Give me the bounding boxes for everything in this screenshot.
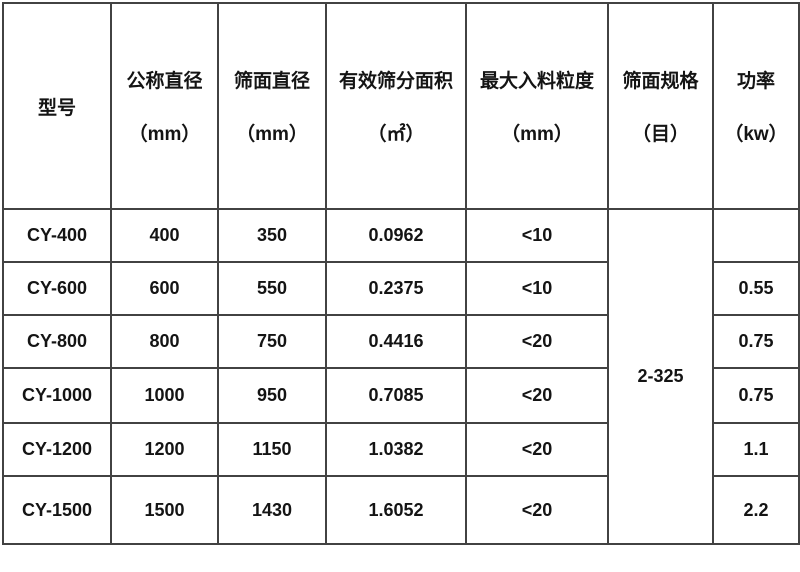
col-header-label: 公称直径 [126,71,203,92]
cell-max-feed-size: <10 [465,261,609,316]
cell-model: CY-1500 [2,475,112,545]
cell-model: CY-400 [2,208,112,263]
col-header-label: 有效筛分面积 [338,71,453,92]
cell-model: CY-800 [2,314,112,369]
cell-power [712,208,800,263]
cell-power: 2.2 [712,475,800,545]
cell-screen-diameter: 1430 [217,475,327,545]
table-row: CY-1500 1500 1430 1.6052 <20 2.2 [2,475,800,545]
table-row: CY-1000 1000 950 0.7085 <20 0.75 [2,367,800,424]
cell-effective-area: 0.7085 [325,367,467,424]
cell-max-feed-size: <20 [465,422,609,477]
col-header-unit: （mm） [501,124,573,145]
col-header-screen-spec: 筛面规格 （目） [607,2,714,210]
col-header-max-feed-size: 最大入料粒度 （mm） [465,2,609,210]
cell-effective-area: 1.0382 [325,422,467,477]
cell-nominal-diameter: 400 [110,208,219,263]
cell-screen-diameter: 750 [217,314,327,369]
cell-screen-diameter: 950 [217,367,327,424]
col-header-screen-diameter: 筛面直径 （mm） [217,2,327,210]
cell-max-feed-size: <20 [465,314,609,369]
cell-nominal-diameter: 800 [110,314,219,369]
cell-power: 0.75 [712,367,800,424]
cell-nominal-diameter: 1000 [110,367,219,424]
cell-screen-diameter: 550 [217,261,327,316]
header-row: 型号 公称直径 （mm） 筛面直径 （mm） 有效筛分面积 （㎡） 最大入料粒度… [2,2,800,210]
cell-nominal-diameter: 600 [110,261,219,316]
table-row: CY-600 600 550 0.2375 <10 0.55 [2,261,800,316]
cell-model: CY-1000 [2,367,112,424]
cell-max-feed-size: <10 [465,208,609,263]
cell-power: 1.1 [712,422,800,477]
col-header-unit: （目） [631,124,689,145]
cell-effective-area: 1.6052 [325,475,467,545]
cell-power: 0.55 [712,261,800,316]
cell-screen-diameter: 350 [217,208,327,263]
cell-effective-area: 0.2375 [325,261,467,316]
col-header-power: 功率 （kw） [712,2,800,210]
col-header-label: 型号 [37,97,76,119]
cell-model: CY-1200 [2,422,112,477]
cell-nominal-diameter: 1200 [110,422,219,477]
col-header-model: 型号 [2,2,112,210]
col-header-unit: （mm） [128,124,201,145]
cell-nominal-diameter: 1500 [110,475,219,545]
cell-effective-area: 0.0962 [325,208,467,263]
col-header-effective-area: 有效筛分面积 （㎡） [325,2,467,210]
table-row: CY-400 400 350 0.0962 <10 2-325 [2,208,800,545]
cell-max-feed-size: <20 [465,367,609,424]
col-header-unit: （㎡） [367,124,425,145]
cell-screen-diameter: 1150 [217,422,327,477]
cell-model: CY-600 [2,261,112,316]
col-header-label: 功率 [736,71,775,92]
table-row: CY-1200 1200 1150 1.0382 <20 1.1 [2,422,800,477]
col-header-label: 筛面直径 [233,71,310,92]
col-header-unit: （kw） [724,124,788,145]
col-header-unit: （mm） [236,124,308,145]
col-header-label: 最大入料粒度 [479,71,594,92]
table-row: CY-800 800 750 0.4416 <20 0.75 [2,314,800,369]
cell-max-feed-size: <20 [465,475,609,545]
cell-power: 0.75 [712,314,800,369]
col-header-label: 筛面规格 [622,71,699,92]
cell-effective-area: 0.4416 [325,314,467,369]
spec-table: 型号 公称直径 （mm） 筛面直径 （mm） 有效筛分面积 （㎡） 最大入料粒度… [2,2,800,545]
col-header-nominal-diameter: 公称直径 （mm） [110,2,219,210]
cell-screen-spec-merged: 2-325 [607,208,714,545]
